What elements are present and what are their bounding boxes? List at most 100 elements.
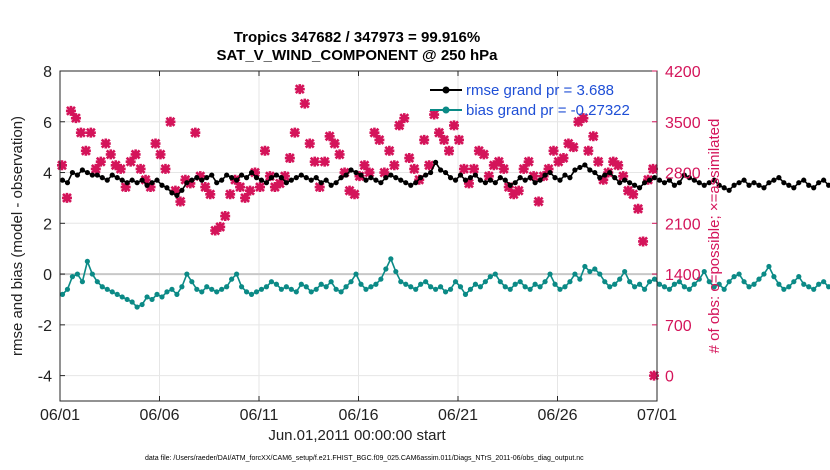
- rmse-point: [428, 169, 434, 176]
- rmse-point: [786, 182, 792, 188]
- rmse-point: [462, 177, 469, 183]
- obs-assimilated-marker: [533, 196, 544, 207]
- bias-point: [348, 279, 354, 285]
- bias-point: [512, 281, 518, 287]
- rmse-point: [109, 172, 115, 178]
- bias-point: [338, 289, 344, 295]
- rmse-point: [194, 175, 200, 181]
- legend: rmse grand pr = 3.688 bias grand pr = -0…: [430, 82, 630, 119]
- bias-point: [129, 299, 135, 305]
- obs-assimilated-marker: [56, 160, 67, 171]
- bias-point: [403, 281, 409, 287]
- bias-point: [731, 274, 737, 280]
- rmse-point: [477, 177, 483, 183]
- rmse-point: [706, 180, 712, 186]
- rmse-point: [253, 175, 260, 181]
- obs-assimilated-marker: [210, 225, 221, 236]
- bias-point: [497, 279, 503, 285]
- bias-point: [89, 271, 95, 277]
- rmse-point: [572, 167, 578, 173]
- bias-point: [681, 284, 687, 290]
- rmse-point: [298, 172, 304, 178]
- bias-point: [686, 286, 692, 292]
- obs-assimilated-marker: [304, 138, 315, 149]
- bias-point: [413, 286, 419, 292]
- obs-assimilated-marker: [508, 189, 519, 200]
- bias-point: [64, 286, 71, 292]
- bias-point: [114, 291, 120, 297]
- bias-point: [169, 286, 175, 292]
- obs-assimilated-marker: [384, 145, 395, 156]
- bias-point: [552, 281, 558, 287]
- obs-assimilated-marker: [528, 171, 539, 182]
- bias-point: [562, 284, 568, 290]
- obs-assimilated-marker: [583, 145, 594, 156]
- bias-point: [323, 284, 329, 290]
- obs-assimilated-marker: [175, 196, 186, 207]
- bias-point: [99, 284, 105, 290]
- y2-tick-label: 1400: [665, 267, 701, 284]
- rmse-point: [502, 177, 508, 183]
- bias-point: [109, 289, 115, 295]
- rmse-point: [791, 185, 797, 191]
- rmse-point: [114, 175, 120, 181]
- obs-assimilated-marker: [359, 160, 370, 171]
- x-tick-label: 06/11: [240, 407, 279, 424]
- rmse-point: [263, 180, 270, 186]
- rmse-point: [248, 169, 255, 176]
- obs-assimilated-marker: [135, 163, 146, 174]
- obs-assimilated-marker: [374, 134, 385, 145]
- obs-assimilated-marker: [394, 120, 405, 131]
- rmse-point: [293, 175, 299, 181]
- bias-point: [582, 263, 588, 270]
- rmse-point: [651, 175, 658, 181]
- rmse-point: [552, 175, 558, 181]
- bias-point: [204, 284, 210, 290]
- obs-assimilated-marker: [404, 153, 415, 164]
- rmse-point: [656, 177, 663, 183]
- obs-assimilated-marker: [379, 167, 390, 178]
- rmse-point: [542, 172, 548, 178]
- bias-point: [179, 284, 185, 290]
- rmse-point: [447, 175, 454, 181]
- bias-point: [522, 284, 528, 290]
- rmse-point: [567, 175, 573, 181]
- bias-point: [263, 284, 270, 290]
- rmse-point: [59, 177, 66, 183]
- obs-assimilated-marker: [225, 189, 236, 200]
- bias-point: [452, 279, 459, 285]
- obs-assimilated-marker: [568, 142, 579, 153]
- bias-point: [646, 279, 653, 285]
- bias-point: [706, 279, 712, 285]
- obs-assimilated-marker: [185, 178, 196, 189]
- obs-assimilated-marker: [245, 185, 256, 196]
- rmse-point: [229, 175, 235, 181]
- obs-assimilated-marker: [339, 167, 350, 178]
- bias-point: [433, 286, 439, 292]
- bias-point: [661, 284, 668, 290]
- rmse-point: [403, 180, 409, 186]
- bias-point: [826, 284, 830, 290]
- rmse-point: [582, 162, 588, 168]
- bias-point: [746, 284, 752, 290]
- bias-point: [701, 268, 707, 275]
- bias-point: [333, 286, 339, 292]
- rmse-point: [74, 172, 81, 178]
- rmse-point: [517, 175, 523, 181]
- bias-point: [557, 286, 563, 292]
- rmse-point: [258, 177, 265, 183]
- rmse-point: [776, 175, 782, 181]
- obs-assimilated-marker: [498, 163, 509, 174]
- rmse-point: [646, 177, 653, 183]
- obs-assimilated-marker: [155, 149, 166, 160]
- obs-assimilated-marker: [180, 174, 191, 185]
- rmse-point: [313, 175, 319, 181]
- rmse-point: [423, 172, 429, 178]
- rmse-point: [547, 169, 553, 176]
- obs-assimilated-marker: [200, 182, 211, 193]
- obs-assimilated-marker: [593, 156, 604, 167]
- bias-point: [457, 284, 464, 290]
- obs-assimilated-marker: [65, 105, 76, 116]
- obs-assimilated-marker: [369, 127, 380, 138]
- bias-point: [383, 266, 389, 272]
